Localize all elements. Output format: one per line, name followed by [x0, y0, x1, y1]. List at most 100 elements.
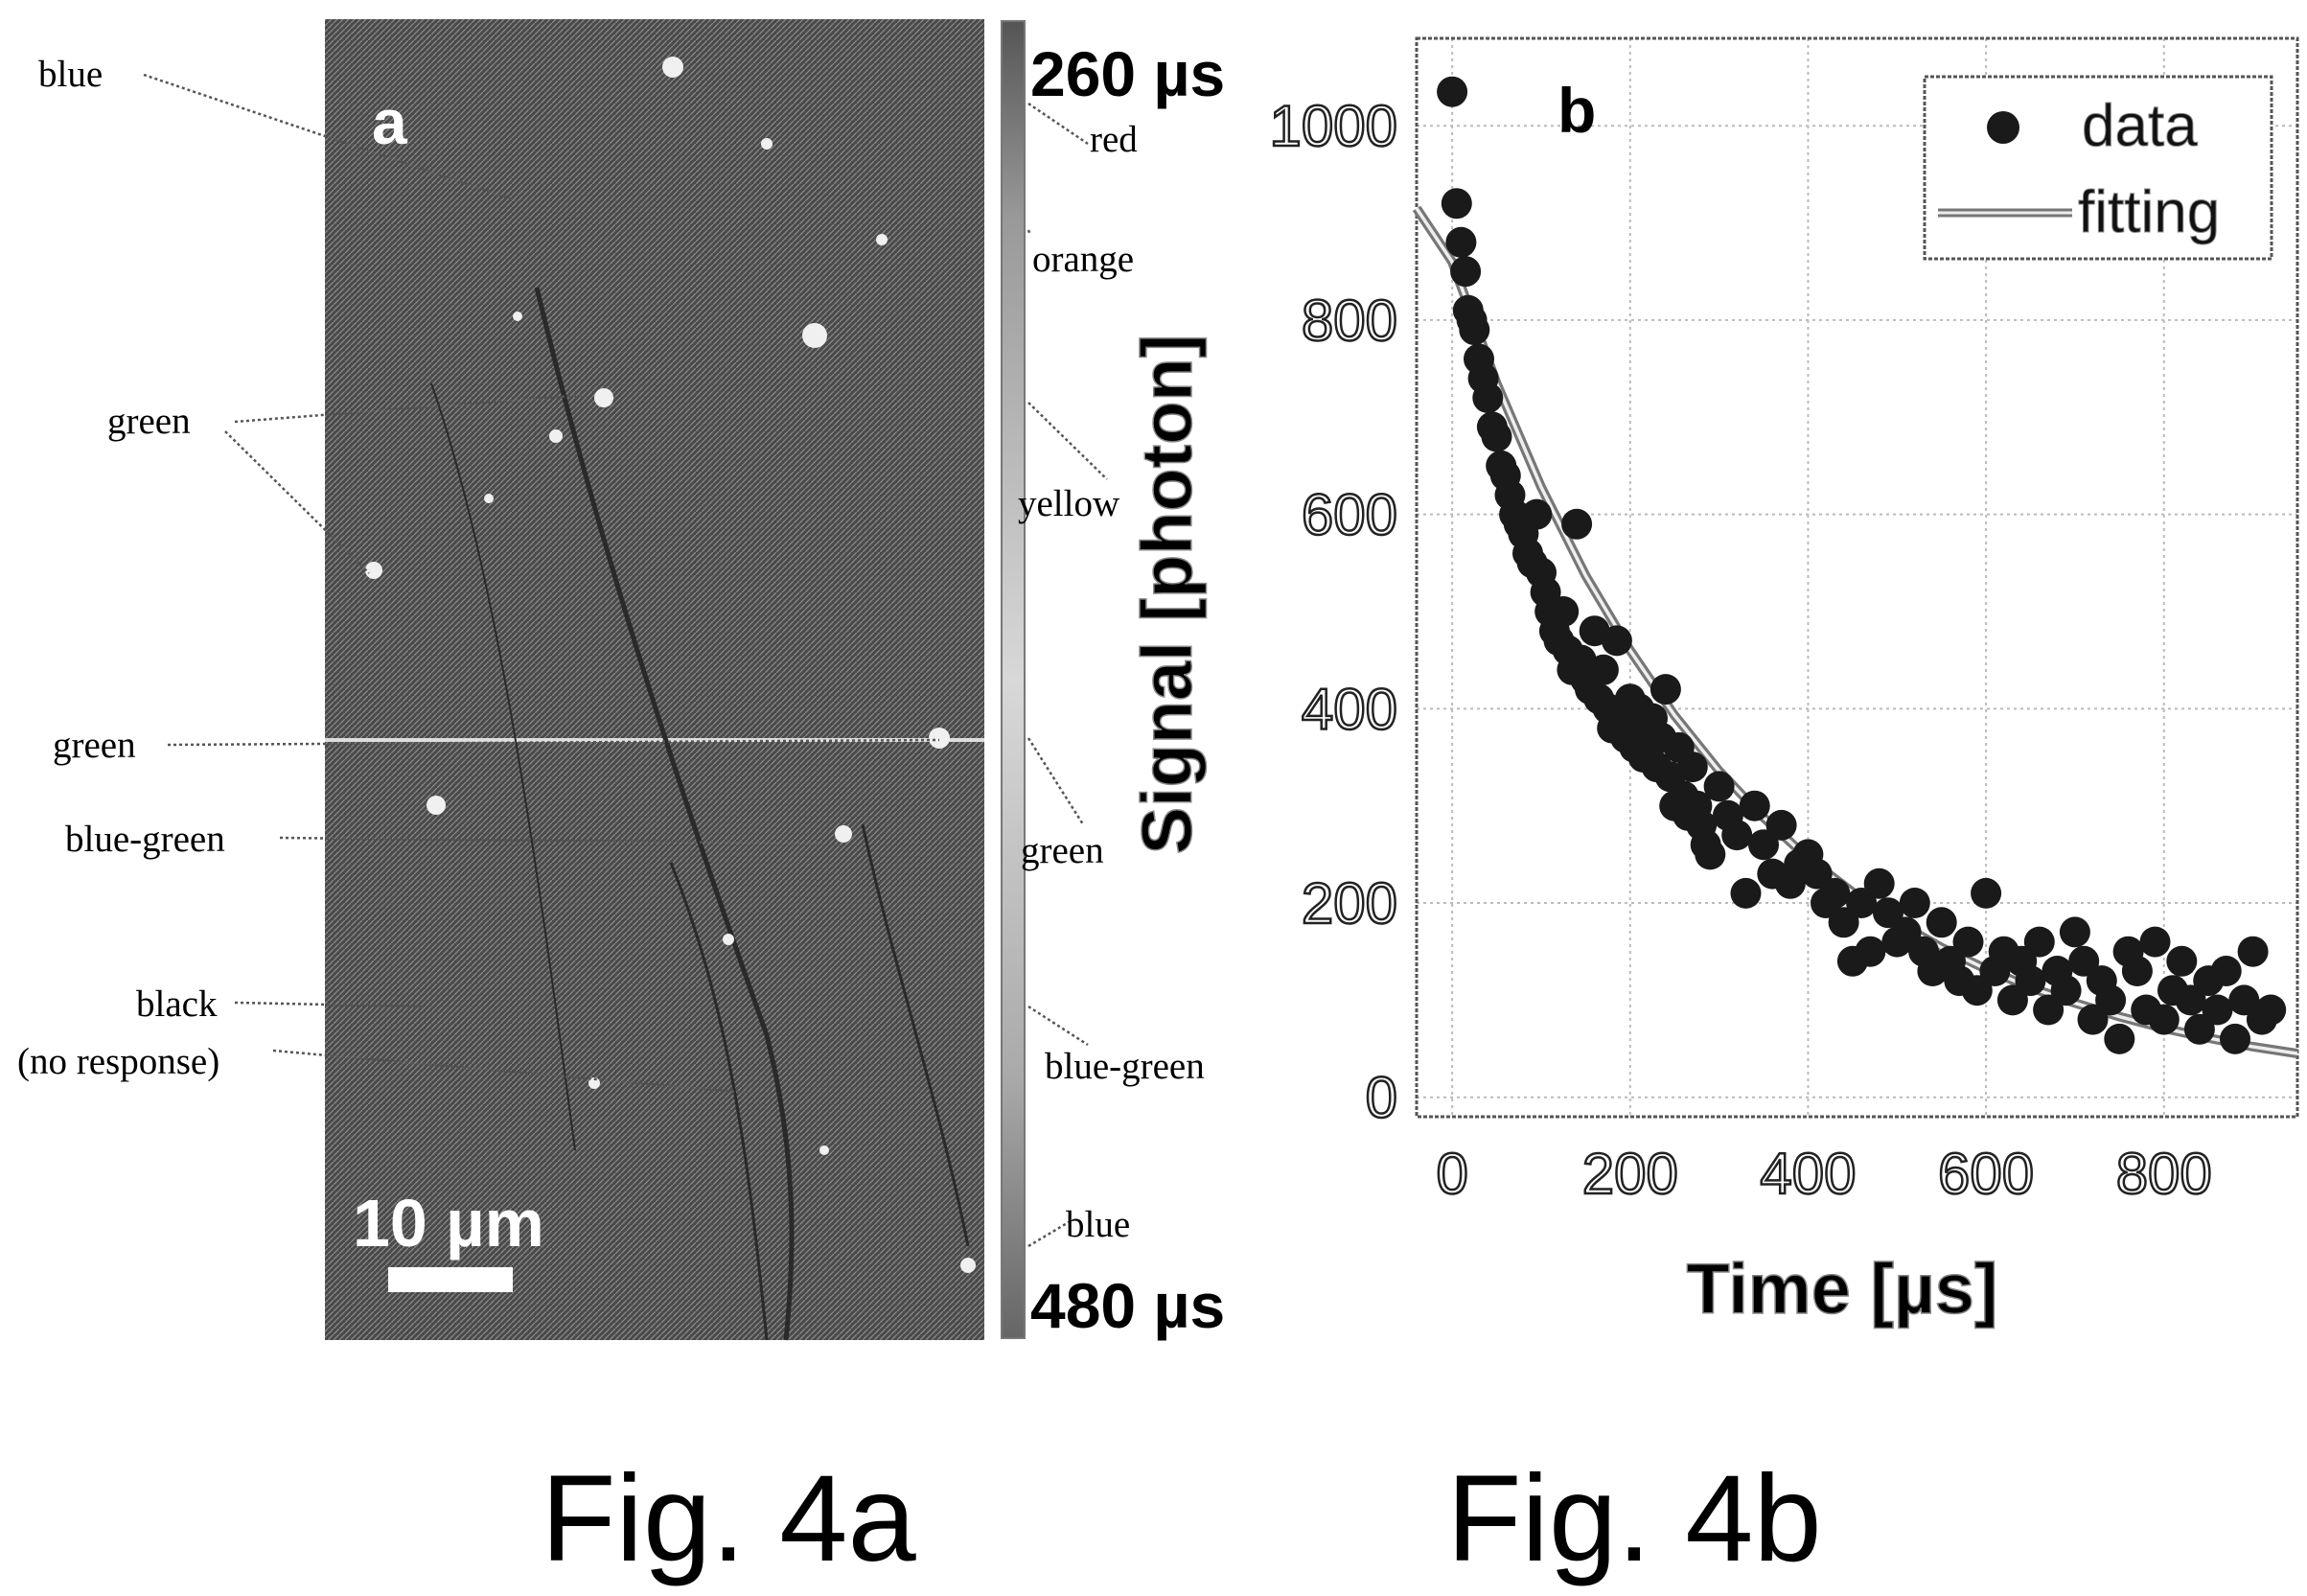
caption-fig-4b: Fig. 4b — [1446, 1450, 1821, 1587]
caption-fig-4a: Fig. 4a — [541, 1450, 916, 1587]
data-point-120 — [2237, 936, 2269, 967]
data-point-114 — [2183, 1013, 2215, 1045]
data-point-64 — [1739, 790, 1770, 821]
data-point-81 — [1890, 916, 1922, 948]
data-point-73 — [1819, 877, 1851, 909]
data-point-3 — [1450, 256, 1482, 288]
data-point-93 — [1996, 984, 2028, 1016]
data-point-60 — [1703, 771, 1735, 802]
annotation-no-response: (no response) — [17, 1041, 219, 1082]
annotation-green-1: green — [107, 401, 191, 442]
data-point-1 — [1441, 188, 1472, 220]
data-point-20 — [1521, 498, 1553, 530]
panel-b: 0 200 400 600 800 0 200 400 600 800 1000 b Time [… — [1126, 36, 2299, 1330]
data-point-49 — [1650, 674, 1681, 705]
data-point-9 — [1472, 382, 1504, 413]
micrograph-features — [430, 287, 970, 1341]
data-point-90 — [1971, 877, 2002, 909]
data-point-63 — [1730, 877, 1762, 909]
y-tick-label-5: 1000 — [1270, 94, 1397, 158]
data-point-97 — [2033, 994, 2065, 1026]
data-point-59 — [1695, 839, 1726, 870]
colorbar-blue-green: blue-green — [1045, 1046, 1205, 1087]
data-point-96 — [2023, 926, 2055, 958]
y-tick-labels: 0 200 400 600 800 1000 — [1268, 93, 1398, 1131]
colorbar-bottom-label: 480 µs — [1030, 1270, 1225, 1341]
scale-bar-label: 10 µm — [353, 1186, 544, 1261]
data-point-0 — [1437, 76, 1468, 107]
leader-lines — [143, 73, 1108, 1248]
data-point-95 — [2015, 965, 2046, 997]
data-point-102 — [2077, 1004, 2109, 1035]
data-point-99 — [2050, 975, 2082, 1006]
data-point-74 — [1828, 907, 1859, 938]
data-point-62 — [1721, 820, 1753, 851]
panel-a-letter: a — [372, 86, 408, 157]
data-point-113 — [2175, 984, 2206, 1016]
data-point-6 — [1459, 314, 1490, 346]
data-points — [1437, 76, 2287, 1054]
micrograph-image — [325, 19, 984, 1340]
data-point-11 — [1481, 421, 1512, 452]
data-point-55 — [1676, 752, 1708, 783]
y-axis-label: Signal [photon] — [1127, 335, 1207, 855]
colorbar-annotations: red orange yellow green blue-green blue — [1018, 119, 1205, 1245]
data-point-65 — [1748, 829, 1779, 861]
x-tick-label-3: 600 — [1938, 1142, 2034, 1206]
annotation-blue-green: blue-green — [65, 819, 225, 860]
colorbar-green: green — [1021, 830, 1104, 871]
data-point-119 — [2228, 984, 2260, 1016]
data-point-101 — [2068, 945, 2100, 977]
data-point-122 — [2255, 994, 2287, 1026]
data-point-110 — [2148, 1004, 2180, 1035]
legend-box — [1923, 75, 2273, 261]
data-point-71 — [1801, 858, 1833, 890]
y-tick-label-1: 200 — [1302, 871, 1397, 936]
panel-b-letter: b — [1557, 75, 1596, 146]
bright-spots — [365, 57, 976, 1273]
data-point-100 — [2059, 916, 2090, 948]
annotation-blue: blue — [38, 54, 103, 95]
data-point-35 — [1587, 654, 1619, 685]
y-tick-label-4: 800 — [1302, 289, 1397, 353]
data-point-89 — [1961, 975, 1993, 1006]
legend: data fitting — [1923, 75, 2273, 261]
y-tick-label-0: 0 — [1366, 1066, 1397, 1130]
x-tick-labels: 0 200 400 600 800 — [1435, 1141, 2213, 1208]
colorbar-orange: orange — [1032, 239, 1134, 280]
data-point-77 — [1855, 936, 1886, 967]
x-axis-label: Time [µs] — [1686, 1249, 1997, 1329]
legend-label-fitting: fitting — [2078, 179, 2220, 245]
data-point-85 — [1926, 907, 1957, 938]
legend-marker-data — [1987, 111, 2019, 144]
data-point-104 — [2095, 984, 2127, 1016]
data-point-76 — [1846, 888, 1878, 918]
data-point-117 — [2210, 956, 2242, 986]
data-point-26 — [1548, 596, 1580, 627]
colorbar-blue: blue — [1066, 1204, 1130, 1245]
data-point-109 — [2139, 926, 2171, 958]
data-point-67 — [1765, 809, 1797, 841]
plot-area — [1415, 36, 2299, 1119]
colorbar-yellow: yellow — [1018, 483, 1119, 524]
panel-a: a 10 µm 260 µs 480 µs blue green green b… — [17, 19, 1225, 1341]
data-point-112 — [2166, 945, 2198, 977]
data-point-88 — [1952, 926, 1984, 958]
y-tick-label-2: 400 — [1302, 677, 1397, 741]
data-point-105 — [2104, 1023, 2135, 1054]
data-point-116 — [2202, 994, 2233, 1026]
data-point-78 — [1863, 867, 1895, 899]
data-point-82 — [1899, 888, 1930, 918]
data-point-38 — [1601, 625, 1632, 657]
data-point-2 — [1445, 226, 1477, 258]
y-tick-label-3: 600 — [1302, 483, 1397, 547]
scale-bar — [388, 1267, 513, 1292]
colorbar-top-label: 260 µs — [1030, 38, 1225, 109]
data-point-118 — [2220, 1023, 2250, 1054]
x-tick-label-4: 800 — [2116, 1142, 2212, 1206]
annotation-green-2: green — [53, 725, 136, 766]
color-bar — [1001, 20, 1026, 1339]
x-tick-label-0: 0 — [1436, 1142, 1467, 1206]
x-tick-label-2: 400 — [1760, 1142, 1856, 1206]
